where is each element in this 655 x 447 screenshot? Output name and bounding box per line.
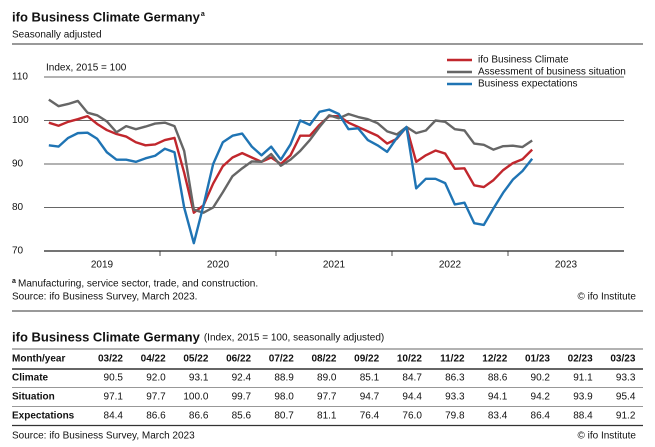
table-cell: 93.3 <box>616 373 636 384</box>
table-cell: 98.0 <box>274 392 294 403</box>
table-cell: 79.8 <box>445 411 465 422</box>
table-cell: 89.0 <box>317 373 337 384</box>
table-cell: 97.1 <box>104 392 124 403</box>
table-cell: 86.6 <box>146 411 166 422</box>
legend-label: ifo Business Climate <box>478 55 569 66</box>
chart-subtitle: Seasonally adjusted <box>12 30 102 41</box>
row-label: Expectations <box>12 411 75 422</box>
table-cell: 90.2 <box>531 373 551 384</box>
table-header: 11/22 <box>440 354 465 365</box>
table-header: 03/22 <box>98 354 123 365</box>
table-cell: 92.0 <box>146 373 166 384</box>
table-header: 06/22 <box>226 354 251 365</box>
series-line <box>48 108 534 245</box>
table-header: 05/22 <box>183 354 208 365</box>
footnote-marker: a <box>12 278 16 285</box>
x-tick-label: 2020 <box>207 260 230 271</box>
table-cell: 76.0 <box>402 411 422 422</box>
y-axis-label: Index, 2015 = 100 <box>46 63 127 74</box>
table-cell: 84.7 <box>402 373 422 384</box>
table-cell: 86.3 <box>445 373 465 384</box>
legend-label: Assessment of business situation <box>478 67 626 78</box>
x-tick-label: 2019 <box>91 260 114 271</box>
table-cell: 95.4 <box>616 392 636 403</box>
title-marker: a <box>201 11 205 18</box>
table-header: 10/22 <box>397 354 422 365</box>
row-label: Climate <box>12 373 49 384</box>
table-cell: 81.1 <box>317 411 337 422</box>
table-cell: 99.7 <box>232 392 252 403</box>
footnote: Manufacturing, service sector, trade, an… <box>18 279 258 290</box>
table-cell: 94.7 <box>360 392 380 403</box>
table-cell: 93.1 <box>189 373 209 384</box>
y-tick-label: 70 <box>12 246 24 257</box>
y-tick-label: 110 <box>12 72 28 83</box>
table-header: 12/22 <box>482 354 507 365</box>
table-cell: 80.7 <box>274 411 294 422</box>
table-title: ifo Business Climate Germany <box>12 329 201 344</box>
table-cell: 93.3 <box>445 392 465 403</box>
table-header: 08/22 <box>311 354 336 365</box>
table-cell: 91.1 <box>573 373 593 384</box>
x-tick-label: 2022 <box>439 260 462 271</box>
table-cell: 94.4 <box>402 392 422 403</box>
x-tick-label: 2021 <box>323 260 346 271</box>
chart-copyright: © ifo Institute <box>577 292 636 303</box>
table-cell: 88.9 <box>274 373 294 384</box>
table-cell: 94.2 <box>531 392 551 403</box>
table-copyright: © ifo Institute <box>577 431 636 442</box>
table-cell: 86.4 <box>531 411 551 422</box>
table-header: 07/22 <box>269 354 294 365</box>
table-source: Source: ifo Business Survey, March 2023 <box>12 431 195 442</box>
table-cell: 93.9 <box>573 392 593 403</box>
table-header: 03/23 <box>610 354 635 365</box>
table-cell: 97.7 <box>317 392 337 403</box>
table-header: 09/22 <box>354 354 379 365</box>
table-subtitle: (Index, 2015 = 100, seasonally adjusted) <box>204 333 384 344</box>
chart-title: ifo Business Climate Germany <box>12 9 201 24</box>
chart-source: Source: ifo Business Survey, March 2023. <box>12 292 197 303</box>
table-cell: 86.6 <box>189 411 209 422</box>
table-cell: 100.0 <box>183 392 208 403</box>
y-tick-label: 80 <box>12 202 24 213</box>
table-header: Month/year <box>12 354 65 365</box>
table-cell: 84.4 <box>104 411 124 422</box>
table-cell: 88.4 <box>573 411 593 422</box>
table-header: 02/23 <box>568 354 593 365</box>
table-cell: 91.2 <box>616 411 636 422</box>
table-cell: 76.4 <box>360 411 380 422</box>
table-cell: 94.1 <box>488 392 508 403</box>
table-cell: 88.6 <box>488 373 508 384</box>
table-cell: 90.5 <box>104 373 124 384</box>
x-tick-label: 2023 <box>555 260 578 271</box>
table-cell: 85.1 <box>360 373 380 384</box>
table-header: 01/23 <box>525 354 550 365</box>
series-line <box>48 98 533 214</box>
y-tick-label: 90 <box>12 159 24 170</box>
legend-label: Business expectations <box>478 79 578 90</box>
row-label: Situation <box>12 392 55 403</box>
table-cell: 92.4 <box>232 373 252 384</box>
table-header: 04/22 <box>141 354 166 365</box>
table-cell: 83.4 <box>488 411 508 422</box>
y-tick-label: 100 <box>12 115 29 126</box>
table-cell: 85.6 <box>232 411 252 422</box>
table-cell: 97.7 <box>146 392 166 403</box>
series-line <box>48 114 534 214</box>
